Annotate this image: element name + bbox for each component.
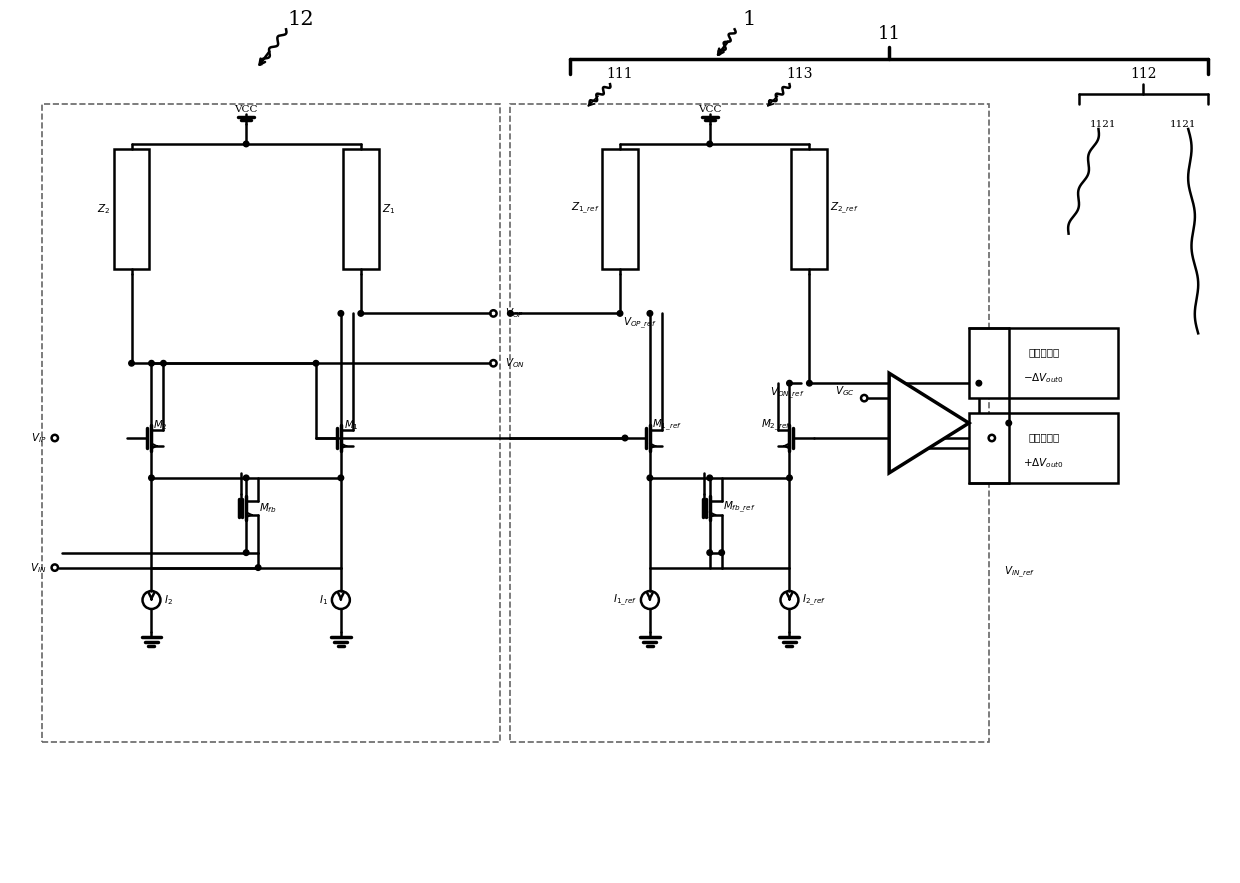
Circle shape bbox=[314, 360, 319, 366]
Text: 1121: 1121 bbox=[1171, 119, 1197, 129]
Text: $V_{IN}$: $V_{IN}$ bbox=[30, 561, 47, 575]
Text: $A_0$: $A_0$ bbox=[920, 415, 937, 431]
Text: 113: 113 bbox=[786, 67, 812, 81]
Bar bbox=[343, 149, 378, 268]
Circle shape bbox=[618, 311, 622, 316]
Circle shape bbox=[358, 311, 363, 316]
Circle shape bbox=[806, 381, 812, 386]
Circle shape bbox=[255, 565, 260, 570]
Text: $V_{OP}$: $V_{OP}$ bbox=[506, 306, 525, 321]
Circle shape bbox=[149, 475, 154, 480]
Bar bbox=[114, 149, 150, 268]
Text: $M_1$: $M_1$ bbox=[343, 419, 358, 432]
Bar bbox=[511, 104, 988, 742]
Circle shape bbox=[707, 141, 713, 147]
Bar bbox=[968, 328, 1118, 398]
Circle shape bbox=[647, 475, 652, 480]
Circle shape bbox=[243, 141, 249, 147]
Circle shape bbox=[339, 311, 343, 316]
Text: $+$: $+$ bbox=[894, 440, 908, 457]
Text: $V_{IP\_ref}$: $V_{IP\_ref}$ bbox=[1004, 430, 1034, 446]
Circle shape bbox=[647, 311, 652, 316]
Text: 电平移位器: 电平移位器 bbox=[1028, 433, 1059, 442]
Text: $+\Delta V_{out0}$: $+\Delta V_{out0}$ bbox=[1023, 457, 1064, 471]
Circle shape bbox=[161, 360, 166, 366]
Text: $M_{2\_ref}$: $M_{2\_ref}$ bbox=[761, 418, 791, 433]
Text: $Z_{2\_ref}$: $Z_{2\_ref}$ bbox=[831, 201, 859, 216]
Circle shape bbox=[976, 381, 982, 386]
Bar bbox=[603, 149, 637, 268]
Text: $I_{2\_ref}$: $I_{2\_ref}$ bbox=[802, 592, 827, 608]
Circle shape bbox=[786, 475, 792, 480]
Text: 1121: 1121 bbox=[1090, 119, 1117, 129]
Circle shape bbox=[1006, 420, 1012, 426]
Circle shape bbox=[149, 360, 154, 366]
Circle shape bbox=[707, 475, 713, 480]
Text: VCC: VCC bbox=[698, 104, 722, 114]
Circle shape bbox=[339, 475, 343, 480]
Circle shape bbox=[507, 311, 513, 316]
Text: $M_{fb\_ref}$: $M_{fb\_ref}$ bbox=[723, 500, 755, 516]
Circle shape bbox=[622, 435, 627, 441]
Bar bbox=[791, 149, 827, 268]
Text: 111: 111 bbox=[606, 67, 634, 81]
Circle shape bbox=[786, 381, 792, 386]
Circle shape bbox=[707, 550, 713, 555]
Text: $M_2$: $M_2$ bbox=[154, 419, 169, 432]
Text: $V_{GC}$: $V_{GC}$ bbox=[835, 384, 854, 398]
Text: 1: 1 bbox=[743, 10, 756, 29]
Text: $-$: $-$ bbox=[894, 389, 908, 407]
Text: $I_2$: $I_2$ bbox=[165, 593, 174, 607]
Circle shape bbox=[243, 475, 249, 480]
Text: 电平移位器: 电平移位器 bbox=[1028, 348, 1059, 358]
Text: $V_{IP}$: $V_{IP}$ bbox=[31, 431, 47, 445]
Bar bbox=[968, 413, 1118, 483]
Text: 11: 11 bbox=[878, 26, 900, 43]
Text: $Z_1$: $Z_1$ bbox=[382, 202, 396, 215]
Text: $V_{OP\_ref}$: $V_{OP\_ref}$ bbox=[622, 316, 657, 331]
Text: $V_{ON}$: $V_{ON}$ bbox=[506, 357, 526, 370]
Text: $Z_2$: $Z_2$ bbox=[98, 202, 110, 215]
Circle shape bbox=[129, 360, 134, 366]
Text: $I_{1\_ref}$: $I_{1\_ref}$ bbox=[613, 592, 637, 608]
Bar bbox=[42, 104, 501, 742]
Text: $V_{IN\_ref}$: $V_{IN\_ref}$ bbox=[1004, 565, 1035, 580]
Text: $-\Delta V_{out0}$: $-\Delta V_{out0}$ bbox=[1023, 372, 1064, 386]
Text: $M_{fb}$: $M_{fb}$ bbox=[259, 501, 277, 515]
Text: $V_{ON\_ref}$: $V_{ON\_ref}$ bbox=[770, 386, 805, 401]
Text: $Z_{1\_ref}$: $Z_{1\_ref}$ bbox=[570, 201, 599, 216]
Text: $I_1$: $I_1$ bbox=[319, 593, 327, 607]
Polygon shape bbox=[889, 374, 968, 473]
Circle shape bbox=[719, 550, 724, 555]
Text: 12: 12 bbox=[288, 10, 314, 29]
Text: 112: 112 bbox=[1130, 67, 1157, 81]
Circle shape bbox=[243, 550, 249, 555]
Text: VCC: VCC bbox=[234, 104, 258, 114]
Text: $M_{1\_ref}$: $M_{1\_ref}$ bbox=[652, 418, 682, 433]
